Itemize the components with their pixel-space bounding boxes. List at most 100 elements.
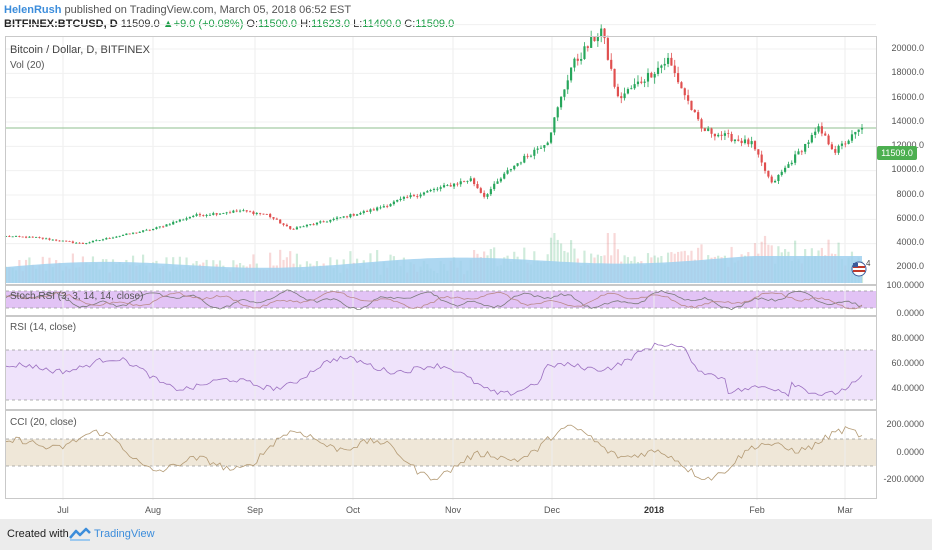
candle-body	[128, 233, 131, 235]
candle-body	[436, 188, 439, 190]
candle-body	[142, 230, 145, 232]
candle-body	[529, 155, 533, 157]
candle-body	[218, 213, 222, 215]
cci-band	[6, 439, 876, 466]
candle-body	[790, 162, 793, 165]
candle-body	[814, 131, 817, 136]
candle-body	[646, 72, 650, 82]
stoch-rsi-panel[interactable]	[5, 285, 877, 316]
candle-body	[713, 133, 716, 137]
candle-body	[476, 184, 479, 189]
candle-body	[85, 243, 88, 245]
symbol-name[interactable]: BITFINEX:BTCUSD, D	[4, 18, 118, 30]
candle-body	[18, 235, 21, 237]
stoch-rsi-k-line	[5, 289, 863, 311]
candle-body	[369, 209, 372, 212]
candle-body	[573, 58, 576, 68]
candle-body	[249, 211, 252, 213]
candle-body	[175, 221, 178, 223]
price-panel[interactable]	[5, 36, 877, 285]
candle-body	[463, 181, 466, 183]
candle-body	[840, 143, 844, 146]
candle-body	[479, 188, 482, 193]
cci-label: CCI (20, close)	[10, 417, 77, 428]
chart-canvas[interactable]: 4	[0, 0, 932, 519]
candle-body	[61, 240, 64, 242]
candle-body	[111, 237, 115, 239]
candle-body	[322, 221, 325, 223]
candle-body	[238, 210, 242, 212]
up-arrow-icon: ▲	[162, 18, 174, 30]
candle-body	[386, 206, 389, 207]
candle-body	[412, 195, 416, 197]
candle-body	[787, 164, 790, 168]
candle-body	[158, 226, 161, 228]
candle-body	[289, 226, 292, 229]
candle-body	[820, 126, 823, 134]
tradingview-logo-icon[interactable]	[68, 526, 92, 545]
low-value: 11400.0	[362, 18, 402, 30]
candle-body	[690, 100, 693, 110]
candle-body	[349, 214, 352, 218]
candle-body	[138, 231, 141, 233]
candle-body	[860, 127, 864, 130]
author-link[interactable]: HelenRush	[4, 4, 62, 16]
candle-body	[342, 216, 345, 218]
candle-body	[442, 185, 446, 188]
candle-body	[830, 144, 833, 150]
candle-body	[590, 36, 593, 48]
candle-body	[315, 222, 319, 225]
candle-body	[135, 232, 138, 234]
x-tick: Feb	[749, 505, 765, 515]
candle-body	[559, 96, 563, 108]
candle-body	[225, 212, 228, 214]
candle-body	[677, 73, 680, 83]
candle-body	[402, 196, 405, 199]
candle-body	[172, 221, 175, 225]
candle-body	[797, 151, 800, 155]
candle-body	[31, 236, 34, 238]
candle-body	[14, 235, 18, 237]
cci-panel[interactable]	[5, 410, 877, 499]
candle-body	[198, 214, 202, 216]
candle-body	[509, 169, 512, 171]
y-tick: 4000.0	[896, 237, 924, 247]
candle-body	[359, 212, 362, 215]
candle-body	[773, 180, 777, 183]
candle-body	[636, 81, 640, 85]
candle-body	[760, 154, 763, 163]
y-tick: 14000.0	[891, 116, 924, 126]
tradingview-brand-link[interactable]: TradingView	[94, 528, 155, 540]
candle-body	[673, 65, 676, 74]
candle-body	[613, 68, 616, 87]
candle-body	[633, 84, 636, 89]
candle-body	[533, 149, 536, 156]
candle-body	[683, 88, 686, 96]
rsi-panel[interactable]	[5, 316, 877, 410]
x-tick: Dec	[543, 505, 561, 515]
open-label: O:	[246, 18, 259, 30]
candle-body	[389, 204, 392, 207]
candle-body	[546, 142, 549, 146]
candle-body	[753, 141, 757, 150]
candle-body	[794, 154, 797, 163]
candle-body	[586, 46, 589, 48]
candle-body	[452, 183, 456, 187]
volume-bar	[289, 251, 292, 283]
candle-body	[660, 65, 663, 68]
candle-body	[165, 224, 168, 227]
y-tick: 12000.0	[891, 140, 924, 150]
candle-body	[583, 46, 586, 59]
candle-body	[426, 191, 429, 193]
candle-body	[666, 57, 670, 64]
candle-body	[616, 86, 619, 97]
candle-body	[416, 196, 419, 198]
candle-body	[483, 192, 486, 197]
candle-body	[235, 210, 238, 212]
event-count-badge: 4	[866, 259, 871, 268]
candle-body	[620, 96, 623, 99]
candle-body	[125, 233, 128, 236]
candle-body	[466, 180, 469, 182]
candle-body	[643, 81, 646, 83]
